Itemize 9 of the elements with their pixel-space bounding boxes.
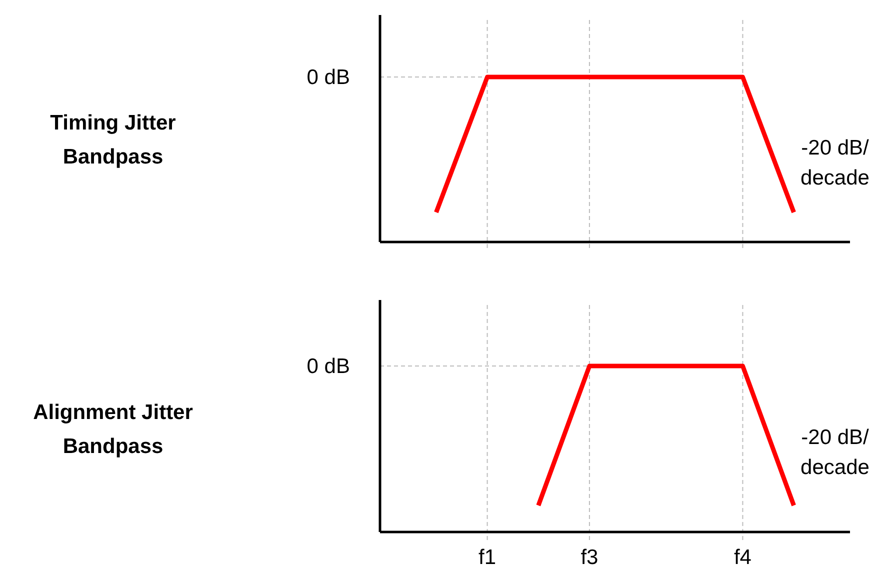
y-axis-title: Alignment Jitter Bandpass — [33, 401, 193, 458]
x-tick-label: f4 — [734, 546, 752, 569]
ref-line-label: 0 dB — [306, 355, 350, 378]
y-axis-title: Timing Jitter Bandpass — [50, 112, 176, 168]
annotation: -20 dB/decade — [800, 426, 870, 479]
x-tick-label: f1 — [478, 546, 496, 569]
x-tick-label: f3 — [580, 546, 598, 569]
annotation: -20 dB/decade — [800, 136, 870, 190]
ref-line-label: 0 dB — [306, 66, 350, 89]
